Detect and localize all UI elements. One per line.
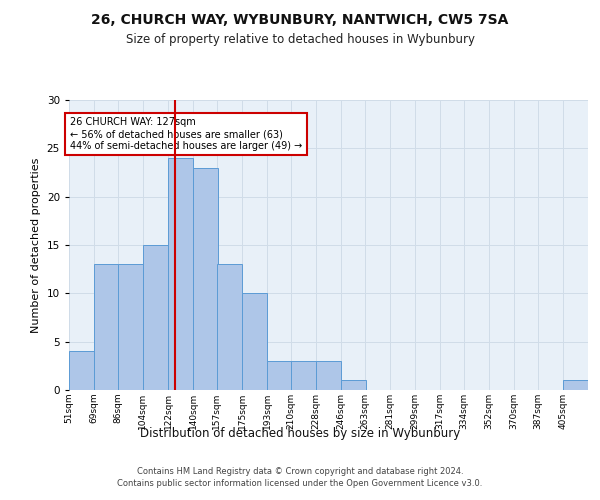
Text: 26, CHURCH WAY, WYBUNBURY, NANTWICH, CW5 7SA: 26, CHURCH WAY, WYBUNBURY, NANTWICH, CW5… [91, 12, 509, 26]
Text: Size of property relative to detached houses in Wybunbury: Size of property relative to detached ho… [125, 32, 475, 46]
Bar [168, 158, 193, 390]
Bar [242, 294, 267, 390]
Bar [94, 264, 119, 390]
Bar [563, 380, 588, 390]
Bar [143, 245, 168, 390]
Y-axis label: Number of detached properties: Number of detached properties [31, 158, 41, 332]
Bar [217, 264, 242, 390]
Bar [291, 361, 316, 390]
Text: Contains HM Land Registry data © Crown copyright and database right 2024.
Contai: Contains HM Land Registry data © Crown c… [118, 466, 482, 487]
Bar [341, 380, 366, 390]
Bar [193, 168, 218, 390]
Text: 26 CHURCH WAY: 127sqm
← 56% of detached houses are smaller (63)
44% of semi-deta: 26 CHURCH WAY: 127sqm ← 56% of detached … [70, 118, 302, 150]
Bar [316, 361, 341, 390]
Bar [267, 361, 292, 390]
Bar [69, 352, 94, 390]
Bar [118, 264, 143, 390]
Text: Distribution of detached houses by size in Wybunbury: Distribution of detached houses by size … [140, 428, 460, 440]
